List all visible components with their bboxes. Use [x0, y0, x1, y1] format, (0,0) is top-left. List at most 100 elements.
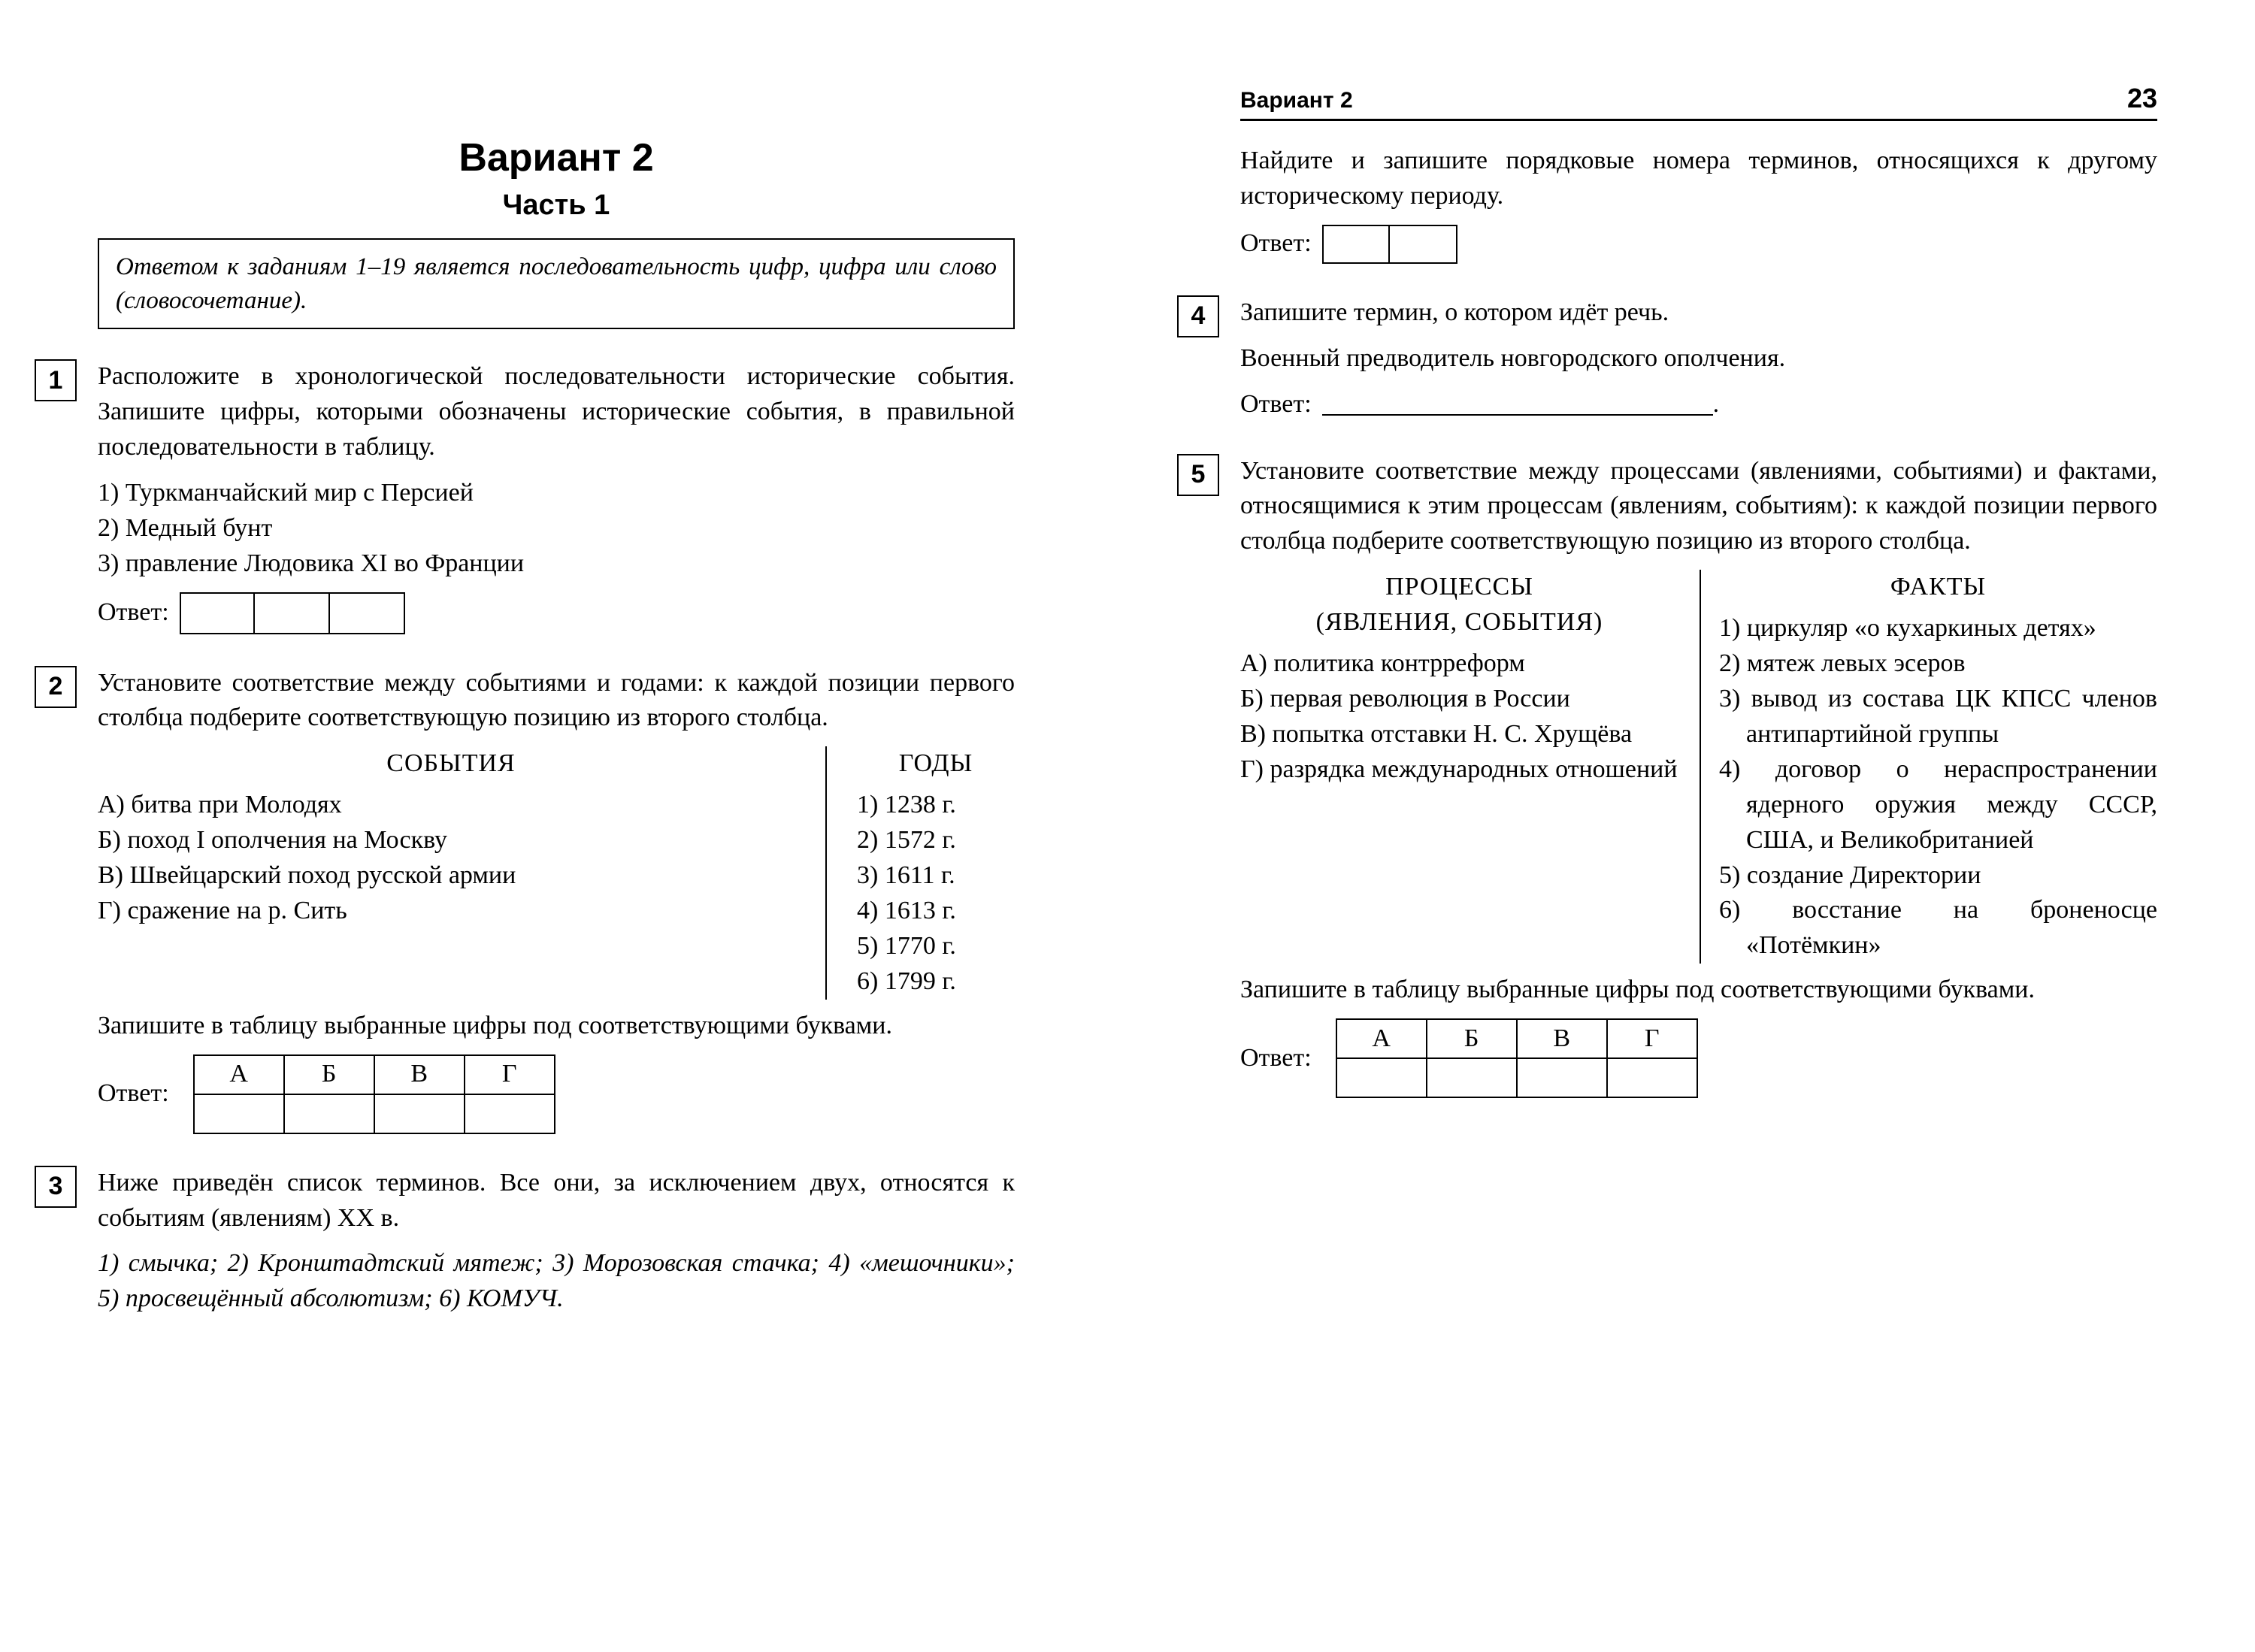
- task-body: Запишите термин, о котором идёт речь. Во…: [1240, 295, 2157, 443]
- left-column: ПРОЦЕССЫ (ЯВЛЕНИЯ, СОБЫТИЯ) А) политика …: [1240, 570, 1701, 964]
- list-item: В) попытка отставки Н. С. Хрущёва: [1240, 717, 1678, 752]
- task-2: 2 Установите соответствие между событиям…: [98, 666, 1015, 1155]
- list-item: В) Швейцарский поход русской армии: [98, 858, 804, 894]
- list-item: 6) 1799 г.: [857, 964, 1015, 1000]
- list-item: Б) поход I ополчения на Москву: [98, 823, 804, 858]
- list-item: А) битва при Молодях: [98, 788, 804, 823]
- list-item: Б) первая революция в России: [1240, 682, 1678, 717]
- list-item: 2) 1572 г.: [857, 823, 1015, 858]
- table-header-cell: А: [194, 1055, 284, 1094]
- list-item: 4) договор о нераспространении ядерного …: [1719, 752, 2157, 858]
- list-item: Г) сражение на р. Сить: [98, 894, 804, 929]
- answer-row: Ответ:: [98, 592, 1015, 634]
- letter-table[interactable]: А Б В Г: [1336, 1018, 1698, 1098]
- table-header-cell: Б: [284, 1055, 374, 1094]
- task-number: 4: [1177, 295, 1219, 337]
- task-body: Ниже приведён список терминов. Все они, …: [98, 1166, 1015, 1328]
- answer-cell[interactable]: [1390, 225, 1457, 264]
- header-line: (ЯВЛЕНИЯ, СОБЫТИЯ): [1316, 608, 1603, 636]
- task-body: Установите соответствие между процессами…: [1240, 454, 2157, 1120]
- right-column: ФАКТЫ 1) циркуляр «о кухаркиных детях» 2…: [1701, 570, 2157, 964]
- list-item: А) политика контрреформ: [1240, 646, 1678, 682]
- task-3: 3 Ниже приведён список терминов. Все они…: [98, 1166, 1015, 1328]
- answer-label: Ответ:: [1240, 387, 1312, 422]
- column-header: ПРОЦЕССЫ (ЯВЛЕНИЯ, СОБЫТИЯ): [1240, 570, 1678, 640]
- two-column-match: ПРОЦЕССЫ (ЯВЛЕНИЯ, СОБЫТИЯ) А) политика …: [1240, 570, 2157, 964]
- after-text: Найдите и запишите порядковые номера тер…: [1240, 144, 2157, 214]
- page-spread: Вариант 2 Часть 1 Ответом к заданиям 1–1…: [0, 0, 2255, 1652]
- list-item: 1) циркуляр «о кухаркиных детях»: [1719, 611, 2157, 646]
- task-1: 1 Расположите в хронологической последов…: [98, 359, 1015, 655]
- task-number: 5: [1177, 454, 1219, 496]
- right-column: ГОДЫ 1) 1238 г. 2) 1572 г. 3) 1611 г. 4)…: [827, 746, 1015, 999]
- answer-label: Ответ:: [98, 595, 169, 631]
- part-title: Часть 1: [98, 189, 1015, 222]
- table-header-cell: Г: [465, 1055, 555, 1094]
- task-text: Военный предводитель новгородского ополч…: [1240, 341, 2157, 377]
- after-text: Запишите в таблицу выбранные цифры под с…: [98, 1009, 1015, 1044]
- table-answer-cell[interactable]: [465, 1094, 555, 1133]
- task-number: 3: [35, 1166, 77, 1208]
- task-text: Установите соответствие между событиями …: [98, 666, 1015, 737]
- running-title: Вариант 2: [1240, 88, 1353, 113]
- column-header: ГОДЫ: [857, 746, 1015, 782]
- answer-cells[interactable]: [180, 592, 405, 634]
- letter-table[interactable]: А Б В Г: [193, 1054, 555, 1134]
- table-answer-cell[interactable]: [1607, 1058, 1697, 1097]
- table-header-cell: В: [374, 1055, 465, 1094]
- table-header-cell: Б: [1427, 1019, 1517, 1058]
- table-header-cell: Г: [1607, 1019, 1697, 1058]
- option: 1) Туркманчайский мир с Персией: [98, 476, 1015, 511]
- answer-row: Ответ: А Б В Г: [98, 1054, 1015, 1134]
- answer-cell[interactable]: [180, 592, 255, 634]
- instruction-text: Ответом к заданиям 1–19 является последо…: [116, 253, 997, 314]
- answer-row: Ответ: А Б В Г: [1240, 1018, 2157, 1098]
- task-5: 5 Установите соответствие между процесса…: [1240, 454, 2157, 1120]
- list-item: 4) 1613 г.: [857, 894, 1015, 929]
- list-item: 5) 1770 г.: [857, 929, 1015, 964]
- column-header: ФАКТЫ: [1719, 570, 2157, 605]
- list-item: 3) вывод из состава ЦК КПСС членов антип…: [1719, 682, 2157, 752]
- task-number: 2: [35, 666, 77, 708]
- task-4: 4 Запишите термин, о котором идёт речь. …: [1240, 295, 2157, 443]
- list-item: 1) 1238 г.: [857, 788, 1015, 823]
- answer-row: Ответ:: [1240, 225, 2157, 264]
- answer-cell[interactable]: [330, 592, 405, 634]
- answer-cell[interactable]: [1322, 225, 1390, 264]
- header-line: ПРОЦЕССЫ: [1385, 573, 1533, 601]
- period: .: [1713, 387, 1720, 422]
- table-header-cell: А: [1336, 1019, 1427, 1058]
- task-body: Установите соответствие между событиями …: [98, 666, 1015, 1155]
- column-list: А) политика контрреформ Б) первая револю…: [1240, 646, 1678, 788]
- task-3-cont: Найдите и запишите порядковые номера тер…: [1240, 144, 2157, 285]
- table-answer-cell[interactable]: [194, 1094, 284, 1133]
- answer-row: Ответ: .: [1240, 387, 2157, 422]
- table-answer-cell[interactable]: [284, 1094, 374, 1133]
- task-text: Установите соответствие между процессами…: [1240, 454, 2157, 560]
- column-list: 1) 1238 г. 2) 1572 г. 3) 1611 г. 4) 1613…: [857, 788, 1015, 999]
- answer-cell[interactable]: [255, 592, 330, 634]
- option: 3) правление Людовика XI во Франции: [98, 546, 1015, 582]
- two-column-match: СОБЫТИЯ А) битва при Молодях Б) поход I …: [98, 746, 1015, 999]
- option: 2) Медный бунт: [98, 511, 1015, 546]
- answer-blank[interactable]: [1322, 393, 1713, 416]
- answer-cells[interactable]: [1322, 225, 1457, 264]
- task-body: Расположите в хронологической последоват…: [98, 359, 1015, 655]
- answer-label: Ответ:: [1240, 226, 1312, 262]
- list-item: 3) 1611 г.: [857, 858, 1015, 894]
- task-text: Расположите в хронологической последоват…: [98, 359, 1015, 465]
- instruction-box: Ответом к заданиям 1–19 является последо…: [98, 238, 1015, 329]
- list-item: 5) создание Директории: [1719, 858, 2157, 894]
- task-body: Найдите и запишите порядковые номера тер…: [1240, 144, 2157, 285]
- running-head: Вариант 2 23: [1240, 83, 2157, 121]
- table-answer-cell[interactable]: [374, 1094, 465, 1133]
- table-answer-cell[interactable]: [1517, 1058, 1607, 1097]
- terms-list: 1) смычка; 2) Кронштадтский мятеж; 3) Мо…: [98, 1246, 1015, 1317]
- table-answer-cell[interactable]: [1336, 1058, 1427, 1097]
- answer-label: Ответ:: [98, 1076, 169, 1112]
- task-number: 1: [35, 359, 77, 401]
- list-item: Г) разрядка международных отношений: [1240, 752, 1678, 788]
- column-list: 1) циркуляр «о кухаркиных детях» 2) мяте…: [1719, 611, 2157, 964]
- table-answer-cell[interactable]: [1427, 1058, 1517, 1097]
- list-item: 6) восстание на броненосце «Потёмкин»: [1719, 893, 2157, 964]
